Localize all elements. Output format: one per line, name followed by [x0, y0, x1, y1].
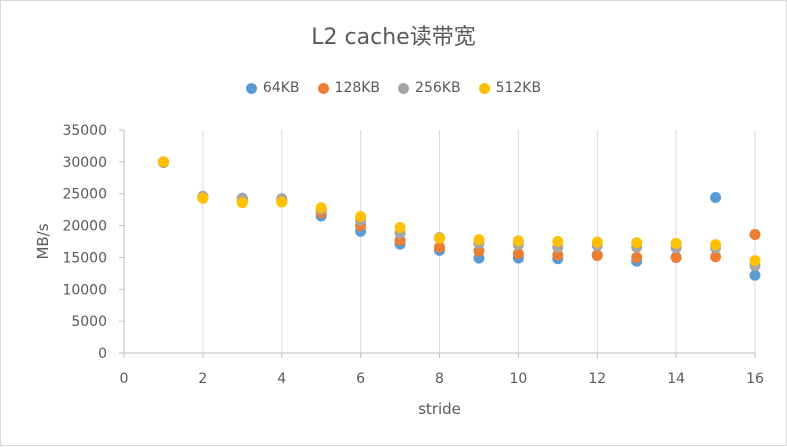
legend-item: 64KB [245, 80, 300, 96]
legend-label: 64KB [262, 80, 300, 96]
data-point-512KB [631, 237, 643, 249]
data-point-512KB [315, 202, 327, 214]
data-point-128KB [591, 250, 603, 262]
data-point-512KB [552, 236, 564, 247]
data-point-512KB [473, 234, 485, 246]
legend-marker [478, 82, 490, 94]
y-tick-label: 15000 [62, 250, 107, 266]
y-tick-label: 20000 [62, 219, 107, 235]
chart-title: L2 cache读带宽 [311, 25, 476, 50]
data-point-512KB [394, 221, 406, 233]
y-axis-title: MB/s [34, 223, 52, 259]
data-point-128KB [631, 251, 643, 263]
legend-label: 128KB [334, 80, 381, 96]
data-point-128KB [552, 249, 564, 261]
x-tick-label: 0 [120, 371, 129, 387]
data-point-512KB [749, 255, 761, 267]
data-point-512KB [276, 196, 288, 208]
data-point-512KB [236, 197, 248, 209]
data-point-128KB [670, 251, 682, 263]
y-tick-label: 35000 [62, 123, 107, 139]
data-point-512KB [355, 211, 367, 223]
data-point-512KB [710, 239, 722, 251]
data-point-64KB [710, 192, 722, 204]
legend-item: 256KB [398, 80, 461, 96]
x-tick-label: 4 [277, 371, 286, 387]
data-point-128KB [512, 248, 524, 260]
data-point-128KB [749, 228, 761, 240]
y-tick-label: 5000 [71, 314, 107, 330]
data-point-512KB [670, 237, 682, 249]
y-tick-label: 25000 [62, 187, 107, 203]
data-point-512KB [434, 232, 445, 244]
data-point-512KB [157, 156, 169, 168]
legend: 64KB 128KB 256KB 512KB [1, 80, 786, 96]
legend-item: 128KB [317, 80, 381, 96]
data-point-128KB [710, 251, 722, 263]
data-point-128KB [473, 245, 485, 257]
x-tick-label: 8 [435, 371, 444, 387]
y-tick-label: 10000 [62, 282, 107, 298]
legend-marker [398, 82, 410, 94]
x-tick-label: 10 [509, 371, 527, 387]
x-tick-label: 14 [667, 371, 685, 387]
data-point-512KB [512, 235, 524, 247]
legend-label: 256KB [415, 80, 461, 96]
data-point-64KB [749, 269, 761, 281]
legend-marker [317, 82, 329, 94]
x-axis-title: stride [418, 400, 461, 418]
y-tick-label: 30000 [62, 155, 107, 171]
legend-item: 512KB [478, 80, 542, 96]
y-tick-label: 0 [98, 346, 107, 362]
legend-label: 512KB [495, 80, 542, 96]
x-tick-label: 12 [588, 371, 606, 387]
x-tick-label: 16 [746, 371, 764, 387]
data-point-512KB [591, 236, 603, 248]
data-point-128KB [434, 241, 445, 253]
legend-marker [245, 82, 257, 94]
x-tick-label: 2 [198, 371, 207, 387]
data-point-512KB [197, 192, 209, 204]
x-tick-label: 6 [356, 371, 365, 387]
